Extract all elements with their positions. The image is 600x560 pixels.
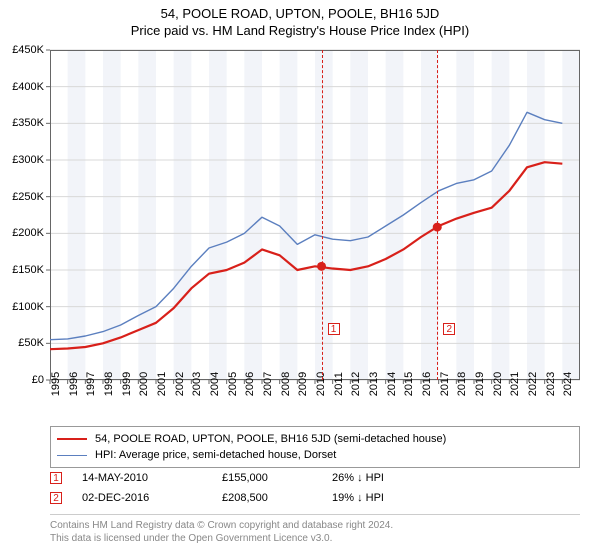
x-tick-label: 2012 xyxy=(350,372,362,396)
sale-hpi: 19% ↓ HPI xyxy=(332,492,442,504)
sale-row: 2 02-DEC-2016£208,50019% ↓ HPI xyxy=(50,488,580,508)
sales-table: 1 14-MAY-2010£155,00026% ↓ HPI 2 02-DEC-201… xyxy=(50,468,580,508)
x-tick-label: 2021 xyxy=(509,372,521,396)
x-tick-label: 1999 xyxy=(121,372,133,396)
x-tick-label: 2009 xyxy=(297,372,309,396)
legend-label: HPI: Average price, semi-detached house,… xyxy=(95,449,336,461)
sale-price: £208,500 xyxy=(222,492,332,504)
y-axis-ticks: £0£50K£100K£150K£200K£250K£300K£350K£400… xyxy=(0,50,48,380)
x-tick-label: 2023 xyxy=(545,372,557,396)
sale-marker-box: 1 xyxy=(328,323,340,335)
x-tick-label: 2011 xyxy=(333,372,345,396)
x-tick-label: 2017 xyxy=(439,372,451,396)
chart-subtitle: Price paid vs. HM Land Registry's House … xyxy=(0,21,600,38)
x-tick-label: 2022 xyxy=(527,372,539,396)
y-tick-label: £300K xyxy=(12,154,44,166)
chart-area: £0£50K£100K£150K£200K£250K£300K£350K£400… xyxy=(50,50,580,380)
sale-date: 14-MAY-2010 xyxy=(82,472,222,484)
x-tick-label: 1996 xyxy=(68,372,80,396)
sale-marker-line xyxy=(322,50,323,380)
x-axis-ticks: 1995199619971998199920002001200220032004… xyxy=(50,380,580,420)
x-tick-label: 2016 xyxy=(421,372,433,396)
y-tick-label: £200K xyxy=(12,227,44,239)
x-tick-label: 1998 xyxy=(103,372,115,396)
footer-line-1: Contains HM Land Registry data © Crown c… xyxy=(50,519,580,532)
legend: 54, POOLE ROAD, UPTON, POOLE, BH16 5JD (… xyxy=(50,426,580,468)
sale-marker-line xyxy=(437,50,438,380)
legend-row: HPI: Average price, semi-detached house,… xyxy=(57,447,573,463)
x-tick-label: 2000 xyxy=(138,372,150,396)
y-tick-label: £400K xyxy=(12,81,44,93)
x-tick-label: 2015 xyxy=(403,372,415,396)
y-tick-label: £450K xyxy=(12,44,44,56)
y-tick-label: £100K xyxy=(12,301,44,313)
sale-date: 02-DEC-2016 xyxy=(82,492,222,504)
legend-row: 54, POOLE ROAD, UPTON, POOLE, BH16 5JD (… xyxy=(57,431,573,447)
x-tick-label: 2003 xyxy=(191,372,203,396)
x-tick-label: 2013 xyxy=(368,372,380,396)
x-tick-label: 2001 xyxy=(156,372,168,396)
y-tick-label: £250K xyxy=(12,191,44,203)
sale-index-box: 1 xyxy=(50,472,62,484)
x-tick-label: 2020 xyxy=(492,372,504,396)
x-tick-label: 2014 xyxy=(386,372,398,396)
y-tick-label: £350K xyxy=(12,117,44,129)
x-tick-label: 2004 xyxy=(209,372,221,396)
x-tick-label: 2008 xyxy=(280,372,292,396)
chart-container: 54, POOLE ROAD, UPTON, POOLE, BH16 5JD P… xyxy=(0,0,600,560)
chart-svg xyxy=(50,50,580,380)
legend-swatch xyxy=(57,455,87,456)
chart-title: 54, POOLE ROAD, UPTON, POOLE, BH16 5JD xyxy=(0,0,600,21)
sale-price: £155,000 xyxy=(222,472,332,484)
x-tick-label: 2007 xyxy=(262,372,274,396)
x-tick-label: 2024 xyxy=(562,372,574,396)
x-tick-label: 2019 xyxy=(474,372,486,396)
x-tick-label: 1995 xyxy=(50,372,62,396)
sale-hpi: 26% ↓ HPI xyxy=(332,472,442,484)
footer: Contains HM Land Registry data © Crown c… xyxy=(50,514,580,545)
sale-marker-box: 2 xyxy=(443,323,455,335)
x-tick-label: 2002 xyxy=(174,372,186,396)
x-tick-label: 2018 xyxy=(456,372,468,396)
x-tick-label: 2006 xyxy=(244,372,256,396)
sale-row: 1 14-MAY-2010£155,00026% ↓ HPI xyxy=(50,468,580,488)
footer-line-2: This data is licensed under the Open Gov… xyxy=(50,532,580,545)
y-tick-label: £0 xyxy=(32,374,44,386)
sale-index-box: 2 xyxy=(50,492,62,504)
y-tick-label: £150K xyxy=(12,264,44,276)
x-tick-label: 2005 xyxy=(227,372,239,396)
y-tick-label: £50K xyxy=(18,337,44,349)
legend-swatch xyxy=(57,438,87,440)
x-tick-label: 1997 xyxy=(85,372,97,396)
legend-label: 54, POOLE ROAD, UPTON, POOLE, BH16 5JD (… xyxy=(95,433,446,445)
